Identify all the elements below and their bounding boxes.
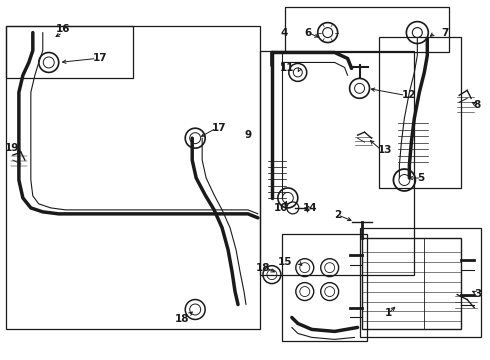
Text: 11: 11 bbox=[280, 63, 295, 73]
Bar bbox=[260, 50, 415, 275]
Bar bbox=[6, 26, 260, 329]
Bar bbox=[282, 234, 367, 341]
Text: 8: 8 bbox=[474, 100, 481, 110]
Bar bbox=[360, 228, 481, 337]
Text: 18: 18 bbox=[255, 263, 270, 273]
Text: 17: 17 bbox=[212, 123, 227, 133]
Bar bbox=[379, 37, 461, 188]
Bar bbox=[285, 7, 449, 53]
Text: 2: 2 bbox=[334, 210, 342, 220]
Text: 17: 17 bbox=[93, 54, 107, 63]
Text: 7: 7 bbox=[441, 28, 449, 37]
Text: 15: 15 bbox=[277, 257, 292, 267]
Bar bbox=[6, 26, 133, 78]
Text: 5: 5 bbox=[417, 173, 424, 183]
Text: 14: 14 bbox=[303, 203, 318, 213]
Text: 10: 10 bbox=[273, 203, 288, 213]
Bar bbox=[362, 238, 461, 329]
Text: 1: 1 bbox=[385, 309, 392, 319]
Text: 18: 18 bbox=[175, 314, 190, 324]
Text: 16: 16 bbox=[55, 24, 70, 33]
Text: 12: 12 bbox=[401, 90, 416, 100]
Text: 13: 13 bbox=[377, 145, 392, 155]
Text: 19: 19 bbox=[4, 143, 19, 153]
Text: 6: 6 bbox=[304, 28, 312, 37]
Text: 4: 4 bbox=[280, 28, 288, 37]
Text: 9: 9 bbox=[245, 130, 252, 140]
Text: 3: 3 bbox=[474, 289, 481, 298]
